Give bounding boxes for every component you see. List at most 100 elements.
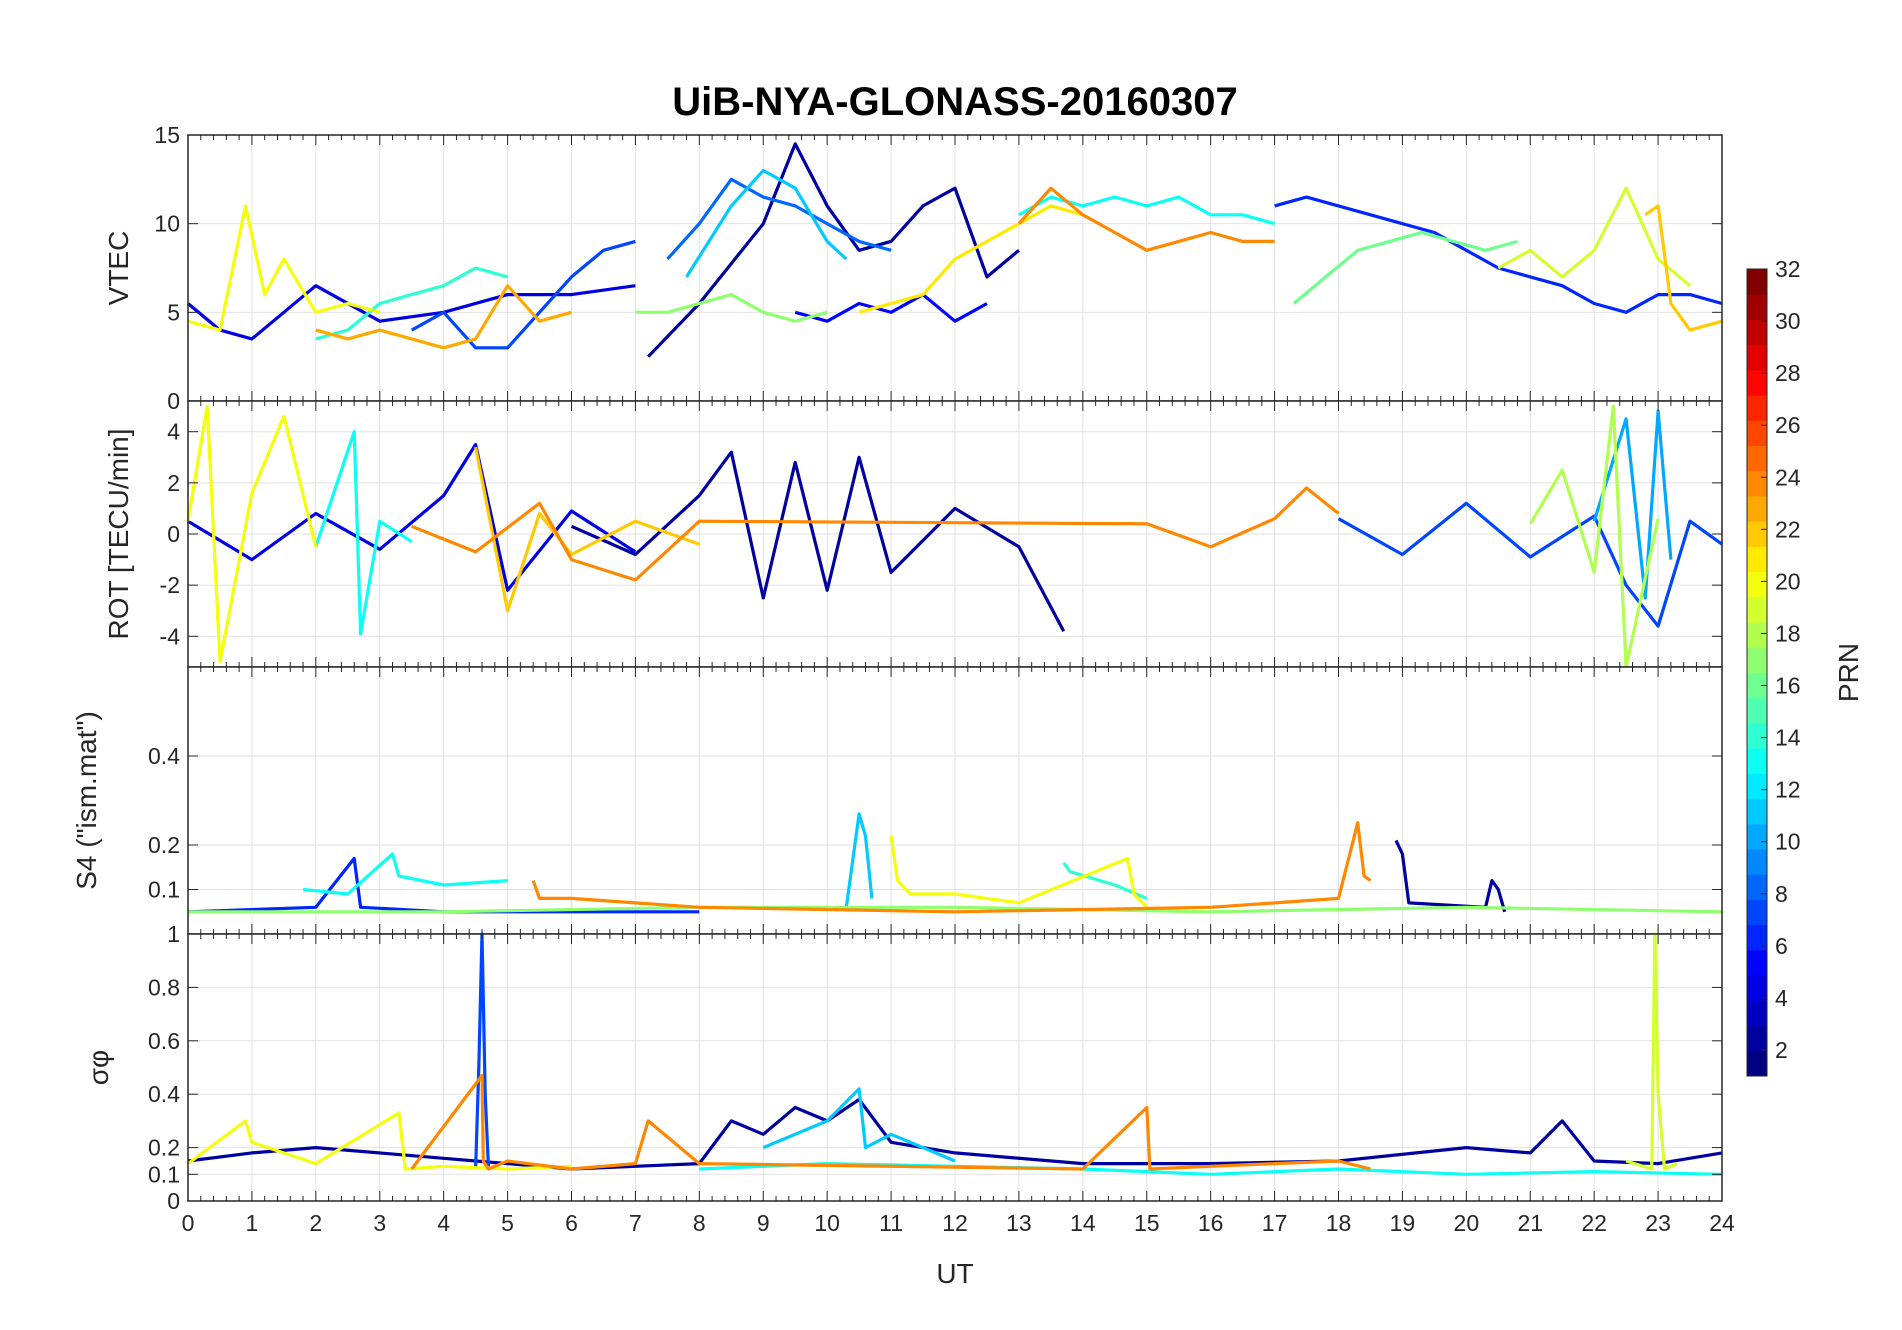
colorbar-swatch: [1747, 369, 1767, 396]
series-line-prn-17: [188, 905, 1723, 914]
x-tick-label: 6: [565, 1210, 578, 1236]
x-axis-label: UT: [936, 1258, 973, 1289]
series-line-prn-18: [1528, 404, 1660, 669]
x-tick-label: 18: [1326, 1210, 1352, 1236]
y-tick-label: 0.1: [148, 877, 180, 903]
y-tick-label: 0: [167, 388, 180, 414]
colorbar-swatch: [1747, 949, 1767, 976]
colorbar-swatch: [1747, 899, 1767, 926]
colorbar-tick-label: 8: [1775, 881, 1788, 907]
series-line-prn-21: [858, 204, 1084, 314]
x-tick-label: 21: [1517, 1210, 1543, 1236]
series-line-prn-14: [315, 266, 509, 341]
x-tick-label: 22: [1581, 1210, 1607, 1236]
colorbar-swatch: [1747, 798, 1767, 825]
colorbar-tick-label: 4: [1775, 985, 1788, 1011]
x-tick-label: 19: [1390, 1210, 1416, 1236]
x-tick-label: 20: [1454, 1210, 1480, 1236]
series-line-prn-11: [844, 812, 874, 908]
y-tick-label: 15: [154, 122, 180, 148]
series-line-prn-6: [187, 856, 700, 914]
series-line-prn-24: [410, 1073, 1371, 1171]
series-line-prn-11: [762, 1087, 956, 1163]
x-tick-label: 14: [1070, 1210, 1096, 1236]
colorbar-swatch: [1747, 1000, 1767, 1027]
colorbar-tick-label: 6: [1775, 933, 1788, 959]
chart-title: UiB-NYA-GLONASS-20160307: [672, 80, 1237, 124]
series-line-prn-2: [647, 142, 1020, 358]
colorbar-swatch: [1747, 445, 1767, 472]
colorbar-swatch: [1747, 596, 1767, 623]
x-tick-label: 5: [501, 1210, 514, 1236]
colorbar-swatch: [1747, 294, 1767, 320]
y-tick-label: 0.4: [148, 743, 180, 769]
x-tick-label: 2: [309, 1210, 322, 1236]
colorbar-swatch: [1747, 748, 1767, 774]
x-tick-label: 24: [1709, 1210, 1735, 1236]
series-line-prn-5: [794, 293, 988, 323]
colorbar-swatch: [1747, 874, 1767, 900]
x-tick-label: 13: [1006, 1210, 1032, 1236]
x-tick-label: 4: [437, 1210, 450, 1236]
y-axis-label-s4: S4 ("ism.mat"): [71, 711, 102, 890]
colorbar-swatch: [1747, 420, 1767, 447]
series-line-prn-2: [570, 450, 1066, 632]
series-line-prn-20: [187, 204, 381, 332]
colorbar-swatch: [1747, 924, 1767, 951]
series-line-prn-17: [635, 293, 828, 323]
x-tick-label: 0: [182, 1210, 195, 1236]
colorbar-swatch: [1747, 495, 1767, 522]
y-tick-label: 10: [154, 211, 180, 237]
colorbar-swatch: [1747, 1050, 1767, 1077]
colorbar-tick-label: 22: [1775, 516, 1801, 542]
colorbar-swatch: [1747, 672, 1767, 699]
x-tick-label: 1: [246, 1210, 259, 1236]
colorbar-swatch: [1747, 546, 1767, 573]
colorbar-tick-label: 32: [1775, 256, 1801, 282]
y-axis-label-rot: ROT [TECU/min]: [103, 428, 134, 639]
series-line-prn-14: [1062, 861, 1148, 900]
y-tick-label: -2: [160, 572, 180, 598]
series-line-prn-20: [186, 404, 318, 664]
colorbar-tick-label: 12: [1775, 777, 1801, 803]
colorbar-tick-label: 18: [1775, 620, 1801, 646]
y-tick-label: 4: [167, 419, 180, 445]
colorbar-swatch: [1747, 1025, 1767, 1052]
y-tick-label: 0.1: [148, 1161, 180, 1187]
y-axis-label-vtec: VTEC: [103, 231, 134, 306]
series-line-prn-13: [302, 852, 508, 896]
colorbar-tick-label: 24: [1775, 464, 1801, 490]
x-tick-label: 7: [629, 1210, 642, 1236]
colorbar-swatch: [1747, 344, 1767, 371]
series-line-prn-13: [314, 430, 413, 636]
colorbar-frame: [1746, 268, 1768, 1077]
x-tick-label: 15: [1134, 1210, 1160, 1236]
colorbar-swatch: [1747, 849, 1767, 875]
colorbar-tick-label: 20: [1775, 568, 1801, 594]
colorbar-tick-label: 10: [1775, 829, 1801, 855]
colorbar-tick-label: 16: [1775, 673, 1801, 699]
panel-rot: -4 -2 0 2 4 ROT [TECU/min]: [103, 400, 1723, 669]
colorbar-swatch: [1747, 722, 1767, 749]
series-line-prn-2: [187, 1097, 1723, 1171]
x-tick-label: 23: [1645, 1210, 1671, 1236]
colorbar-swatch: [1747, 647, 1767, 673]
x-tick-label: 8: [693, 1210, 706, 1236]
series-line-prn-7: [410, 239, 636, 350]
x-tick-label: 3: [373, 1210, 386, 1236]
panel-vtec: 0 5 10 15 VTEC: [103, 122, 1723, 414]
colorbar-tick-label: 26: [1775, 412, 1801, 438]
x-tick-label: 16: [1198, 1210, 1224, 1236]
colorbar-label: PRN: [1833, 643, 1864, 702]
series-line-prn-24: [531, 821, 1372, 914]
y-axis-label-sigma_phi: σφ: [83, 1050, 114, 1085]
series-line-prn-4: [187, 442, 637, 592]
series-line-prn-23: [315, 284, 572, 350]
colorbar-swatch: [1747, 521, 1767, 547]
series-line-prn-24: [1017, 186, 1275, 252]
colorbar-tick-label: 30: [1775, 308, 1801, 334]
colorbar-swatch: [1747, 319, 1767, 346]
